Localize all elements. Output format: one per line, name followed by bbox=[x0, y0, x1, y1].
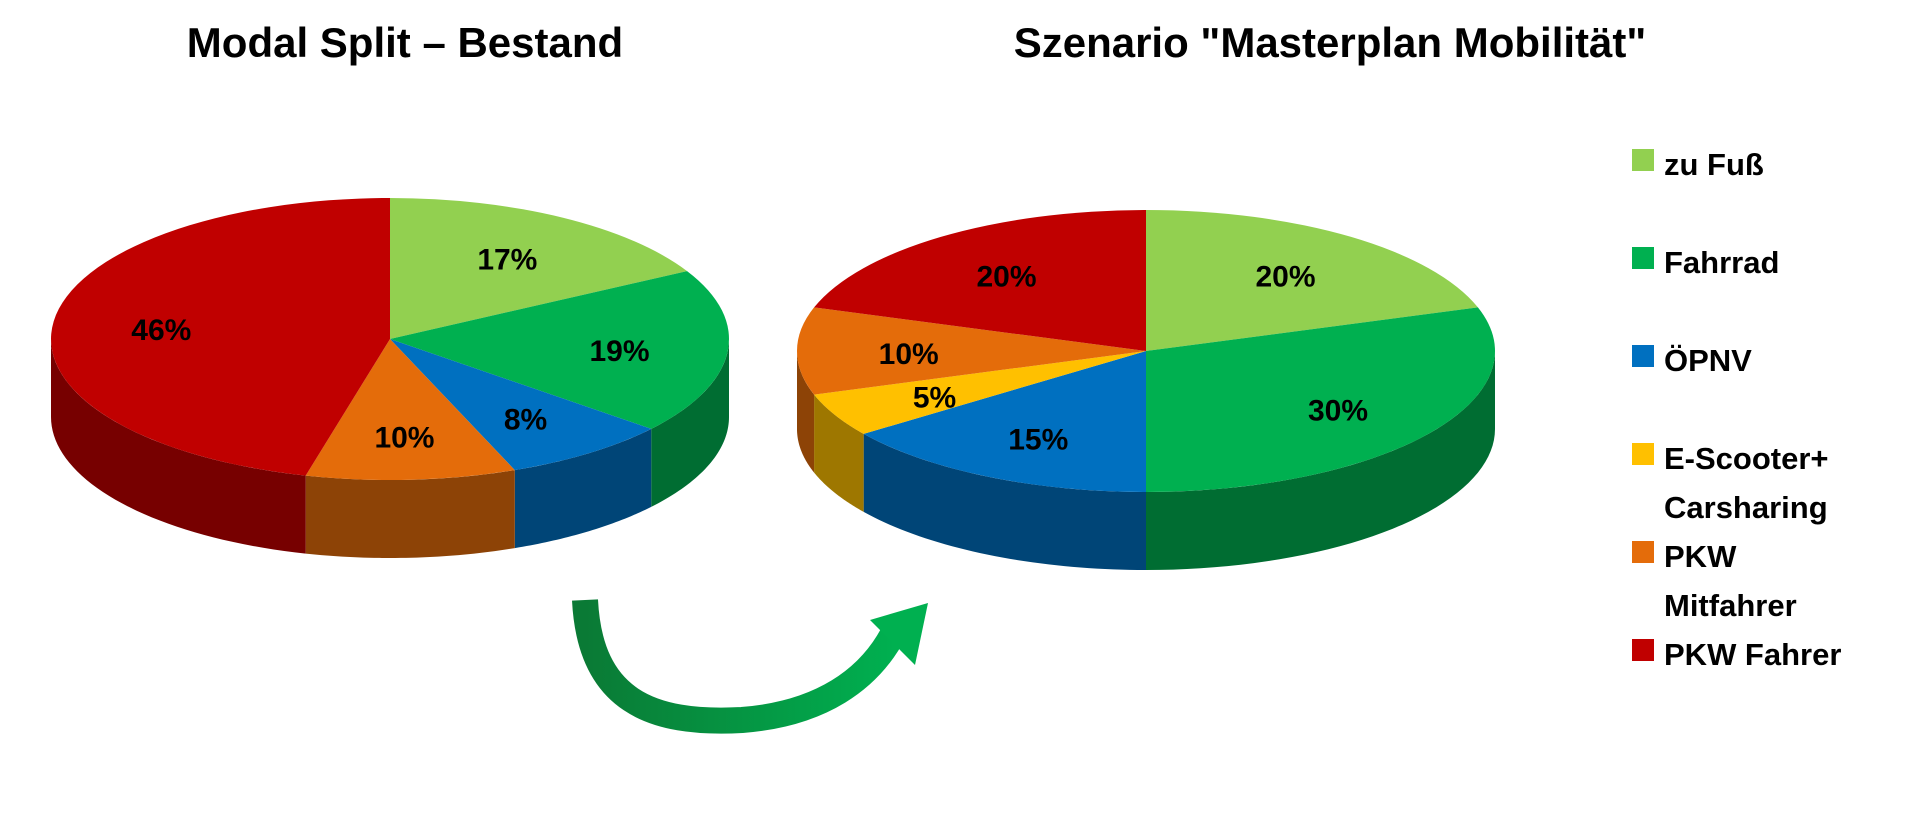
data-label: 20% bbox=[1255, 260, 1315, 293]
legend-item: E-Scooter+ Carsharing bbox=[1632, 434, 1922, 532]
legend-item: ÖPNV bbox=[1632, 336, 1922, 434]
pie-labels: 17% 19% 8% 10% 46% bbox=[131, 243, 649, 454]
legend-label: ÖPNV bbox=[1664, 343, 1752, 378]
slice bbox=[1146, 307, 1495, 492]
pie-sides bbox=[797, 351, 1495, 570]
slice-side bbox=[514, 428, 652, 549]
data-label: 5% bbox=[913, 381, 956, 414]
legend-swatch bbox=[1632, 247, 1654, 269]
legend-label: PKW Mitfahrer bbox=[1664, 539, 1797, 623]
legend-swatch bbox=[1632, 149, 1654, 171]
data-label: 8% bbox=[504, 403, 547, 436]
data-label: 15% bbox=[1008, 423, 1068, 456]
legend-label: zu Fuß bbox=[1664, 147, 1764, 182]
slice-side bbox=[651, 339, 729, 507]
legend-swatch bbox=[1632, 541, 1654, 563]
slice bbox=[797, 307, 1146, 395]
arrow-head bbox=[870, 603, 928, 665]
legend-item: Fahrrad bbox=[1632, 238, 1922, 336]
data-label: 10% bbox=[374, 422, 434, 455]
legend-swatch bbox=[1632, 443, 1654, 465]
pie-sides bbox=[51, 339, 729, 558]
data-label: 20% bbox=[976, 260, 1036, 293]
legend-swatch bbox=[1632, 345, 1654, 367]
slice bbox=[390, 271, 729, 429]
legend-item: PKW Fahrer bbox=[1632, 630, 1922, 728]
data-label: 30% bbox=[1308, 394, 1368, 427]
pie-top bbox=[51, 197, 729, 480]
slice-side bbox=[863, 433, 1146, 570]
legend-item: zu Fuß bbox=[1632, 140, 1922, 238]
slice bbox=[51, 197, 390, 476]
slice-side bbox=[305, 470, 515, 558]
slice bbox=[814, 210, 1146, 351]
slice-side bbox=[1146, 351, 1495, 570]
data-label: 19% bbox=[589, 335, 649, 368]
slice-side bbox=[797, 351, 815, 473]
arrow bbox=[572, 599, 907, 734]
legend-item: PKW Mitfahrer bbox=[1632, 532, 1922, 630]
legend-label: Fahrrad bbox=[1664, 245, 1780, 280]
data-label: 46% bbox=[131, 314, 191, 347]
slice bbox=[1146, 210, 1478, 351]
slice bbox=[305, 339, 515, 480]
legend-label: E-Scooter+ Carsharing bbox=[1664, 441, 1829, 525]
legend-swatch bbox=[1632, 639, 1654, 661]
chart-title: Szenario "Masterplan Mobilität" bbox=[1014, 19, 1647, 66]
chart-title: Modal Split – Bestand bbox=[187, 19, 623, 66]
pie-labels: 20% 30% 15% 5% 10% 20% bbox=[879, 260, 1368, 456]
pie-top bbox=[797, 210, 1495, 492]
slice bbox=[390, 339, 652, 471]
slice bbox=[814, 351, 1146, 434]
legend: zu Fuß Fahrrad ÖPNV E-Scooter+ Carsharing PK… bbox=[1632, 140, 1922, 728]
data-label: 10% bbox=[879, 338, 939, 371]
slice-side bbox=[51, 339, 306, 554]
legend-label: PKW Fahrer bbox=[1664, 637, 1842, 672]
data-label: 17% bbox=[477, 243, 537, 276]
slice bbox=[390, 198, 688, 339]
slice-side bbox=[814, 394, 864, 512]
slice bbox=[863, 351, 1146, 492]
